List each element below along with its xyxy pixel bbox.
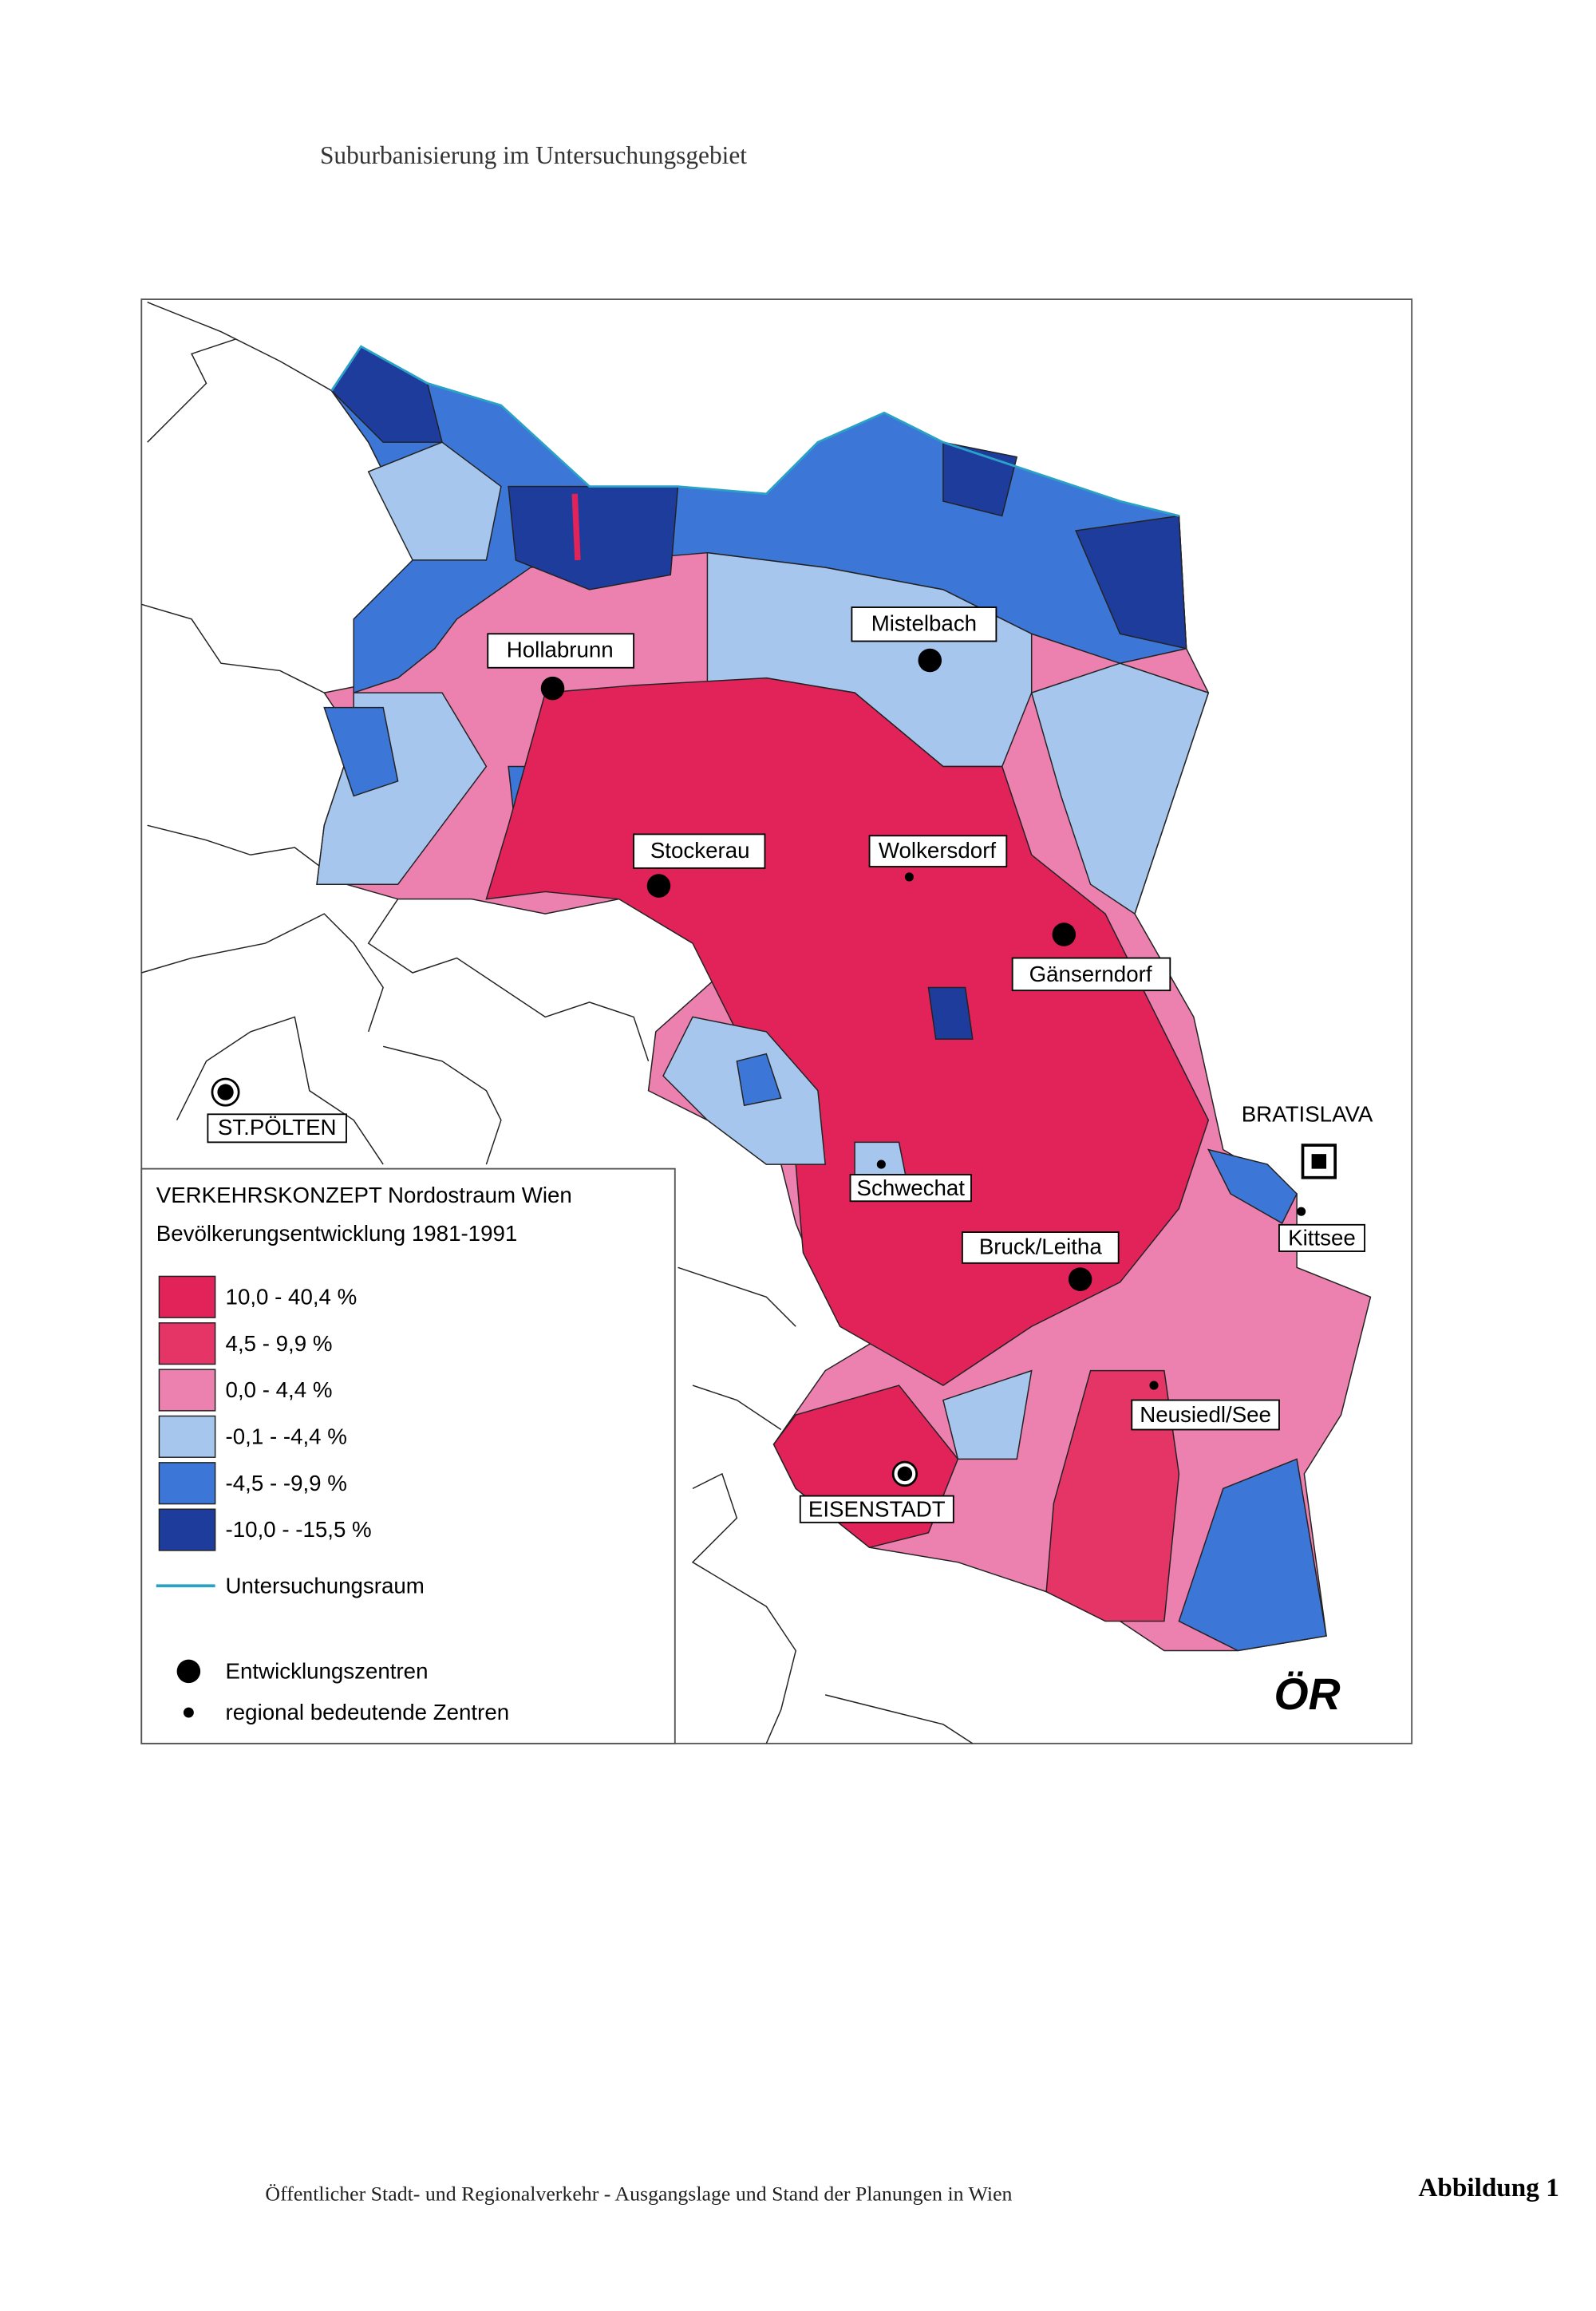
place-label: Schwechat	[857, 1175, 966, 1200]
legend-swatch	[158, 1369, 216, 1412]
places: Hollabrunn Mistelbach Stockerau Wolkersd…	[207, 606, 1373, 1523]
centre-dot	[646, 874, 671, 898]
centre-dot-small	[904, 872, 914, 882]
place-box	[849, 1174, 972, 1203]
centre-dot	[1068, 1267, 1092, 1291]
place-label: Mistelbach	[871, 610, 977, 635]
centre-dot	[918, 648, 942, 673]
place-box	[633, 833, 766, 869]
symbol-small-dot	[183, 1707, 194, 1718]
study-boundary	[330, 345, 1179, 517]
legend: VERKEHRSKONZEPT Nordostraum Wien Bevölke…	[140, 1167, 676, 1744]
place-label: Hollabrunn	[507, 638, 614, 662]
place-box	[487, 633, 635, 669]
legend-swatch	[158, 1322, 216, 1365]
centre-dot	[540, 676, 565, 701]
place-label: Bruck/Leitha	[979, 1235, 1103, 1259]
centre-dot-small	[876, 1159, 886, 1169]
legend-subtitle: Bevölkerungsentwicklung 1981-1991	[156, 1221, 518, 1246]
place-box	[851, 606, 998, 642]
legend-class-label: 4,5 - 9,9 %	[226, 1331, 333, 1356]
legend-class-label: -4,5 - -9,9 %	[226, 1471, 347, 1495]
place-box	[1278, 1223, 1365, 1252]
legend-swatch	[158, 1462, 216, 1505]
place-label: BRATISLAVA	[1242, 1101, 1373, 1126]
place-label: Wolkersdorf	[879, 838, 997, 863]
legend-swatch	[158, 1415, 216, 1458]
legend-class-label: 0,0 - 4,4 %	[226, 1377, 333, 1402]
capital-symbol-inner	[1311, 1154, 1327, 1169]
place-box	[207, 1113, 347, 1144]
place-label: Stockerau	[650, 838, 750, 863]
centre-dot	[1052, 922, 1077, 946]
logo: ÖR	[1274, 1669, 1340, 1719]
centre-dot	[897, 1466, 913, 1482]
place-box	[1131, 1399, 1280, 1431]
place-box	[868, 835, 1008, 867]
place-box	[1011, 957, 1171, 992]
footer-text: Öffentlicher Stadt- und Regionalverkehr …	[265, 2183, 1012, 2206]
legend-swatch	[158, 1508, 216, 1551]
legend-title: VERKEHRSKONZEPT Nordostraum Wien	[156, 1183, 572, 1207]
legend-symbol: Entwicklungszentren	[226, 1659, 429, 1684]
place-label: Neusiedl/See	[1140, 1402, 1271, 1427]
place-label: ST.PÖLTEN	[218, 1115, 337, 1140]
place-label: Gänserndorf	[1029, 962, 1152, 986]
legend-class-label: -0,1 - -4,4 %	[226, 1424, 347, 1449]
place-label: EISENSTADT	[808, 1496, 946, 1521]
legend-swatch	[158, 1275, 216, 1318]
place-box	[799, 1495, 954, 1523]
place-box	[961, 1231, 1120, 1264]
centre-dot-small	[1149, 1381, 1159, 1390]
legend-symbol: regional bedeutende Zentren	[226, 1700, 510, 1724]
legend-box	[140, 1167, 676, 1744]
place-label: Kittsee	[1288, 1226, 1356, 1250]
legend-boundary: Untersuchungsraum	[226, 1573, 425, 1598]
legend-classes: 10,0 - 40,4 % 4,5 - 9,9 % 0,0 - 4,4 % -0,1 …	[158, 1275, 372, 1551]
capital-symbol	[1301, 1144, 1337, 1179]
figure-label: Abbildung 1	[1418, 2173, 1558, 2202]
legend-class-label: -10,0 - -15,5 %	[226, 1517, 372, 1542]
legend-class-label: 10,0 - 40,4 %	[226, 1284, 358, 1309]
centre-dot-small	[1297, 1207, 1306, 1216]
centre-dot	[217, 1084, 234, 1100]
page-title: Suburbanisierung im Untersuchungsgebiet	[320, 141, 747, 169]
neighbour-borders	[141, 302, 974, 1744]
symbol-large-dot	[176, 1659, 201, 1684]
